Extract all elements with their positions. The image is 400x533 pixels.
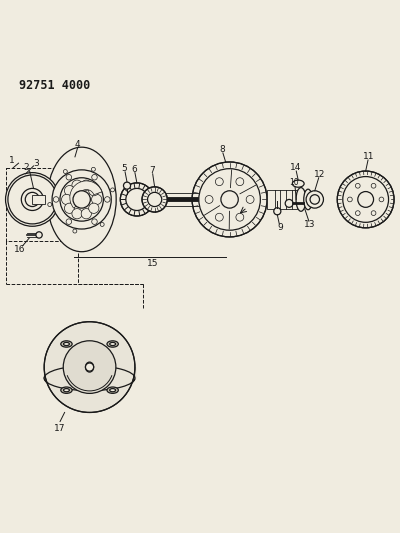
Circle shape bbox=[92, 195, 102, 205]
Ellipse shape bbox=[110, 342, 116, 345]
Circle shape bbox=[8, 175, 57, 224]
Text: 15: 15 bbox=[147, 259, 158, 268]
Circle shape bbox=[73, 229, 77, 233]
Circle shape bbox=[72, 208, 82, 219]
Circle shape bbox=[356, 211, 360, 215]
Text: 6: 6 bbox=[131, 165, 137, 174]
Circle shape bbox=[81, 208, 92, 219]
Circle shape bbox=[63, 341, 116, 393]
Circle shape bbox=[142, 187, 167, 212]
Circle shape bbox=[356, 183, 360, 188]
Circle shape bbox=[92, 174, 97, 180]
Circle shape bbox=[199, 168, 260, 230]
Ellipse shape bbox=[64, 389, 70, 392]
Circle shape bbox=[358, 191, 374, 207]
Ellipse shape bbox=[110, 389, 116, 392]
Text: 7: 7 bbox=[149, 166, 155, 175]
Text: 13: 13 bbox=[304, 220, 316, 229]
Text: 11: 11 bbox=[363, 152, 374, 161]
Circle shape bbox=[64, 203, 75, 213]
Circle shape bbox=[110, 188, 114, 192]
Circle shape bbox=[306, 191, 324, 208]
Circle shape bbox=[66, 219, 72, 224]
Text: 14: 14 bbox=[290, 163, 301, 172]
Circle shape bbox=[348, 197, 352, 202]
Ellipse shape bbox=[61, 341, 72, 347]
Circle shape bbox=[215, 177, 223, 185]
Ellipse shape bbox=[47, 147, 116, 252]
Circle shape bbox=[148, 192, 162, 207]
Text: 3: 3 bbox=[34, 159, 39, 168]
Circle shape bbox=[274, 208, 281, 215]
Circle shape bbox=[72, 180, 82, 190]
Circle shape bbox=[86, 363, 94, 371]
Ellipse shape bbox=[304, 189, 312, 209]
Text: 2: 2 bbox=[24, 163, 29, 172]
Circle shape bbox=[6, 173, 59, 227]
Circle shape bbox=[100, 222, 104, 227]
Circle shape bbox=[89, 203, 99, 213]
Ellipse shape bbox=[107, 341, 118, 347]
Circle shape bbox=[92, 167, 95, 171]
Ellipse shape bbox=[296, 188, 306, 211]
Circle shape bbox=[25, 192, 40, 207]
Circle shape bbox=[62, 195, 72, 205]
Ellipse shape bbox=[64, 342, 70, 345]
Circle shape bbox=[192, 162, 267, 237]
Circle shape bbox=[52, 170, 111, 229]
Circle shape bbox=[246, 196, 254, 204]
Circle shape bbox=[371, 211, 376, 215]
Circle shape bbox=[285, 199, 293, 207]
Circle shape bbox=[371, 183, 376, 188]
Circle shape bbox=[44, 322, 135, 413]
Ellipse shape bbox=[292, 180, 304, 187]
Text: 5: 5 bbox=[121, 164, 127, 173]
Circle shape bbox=[81, 180, 92, 190]
Circle shape bbox=[73, 191, 90, 208]
Circle shape bbox=[64, 185, 75, 196]
Circle shape bbox=[48, 203, 52, 206]
Circle shape bbox=[310, 195, 320, 204]
Circle shape bbox=[92, 219, 97, 224]
Circle shape bbox=[120, 183, 154, 216]
Circle shape bbox=[66, 174, 72, 180]
Text: 92751 4000: 92751 4000 bbox=[18, 79, 90, 92]
Text: 17: 17 bbox=[54, 424, 66, 433]
Text: 4: 4 bbox=[74, 140, 80, 149]
FancyBboxPatch shape bbox=[32, 195, 45, 204]
Text: 8: 8 bbox=[219, 146, 225, 154]
Circle shape bbox=[60, 177, 103, 221]
Ellipse shape bbox=[107, 387, 118, 393]
Circle shape bbox=[236, 213, 244, 221]
Text: 1: 1 bbox=[8, 156, 14, 165]
Circle shape bbox=[89, 185, 99, 196]
Circle shape bbox=[236, 177, 244, 185]
Circle shape bbox=[126, 188, 148, 211]
Circle shape bbox=[124, 182, 130, 189]
Circle shape bbox=[379, 197, 384, 202]
FancyBboxPatch shape bbox=[268, 190, 297, 209]
Circle shape bbox=[343, 176, 388, 222]
Circle shape bbox=[53, 197, 59, 202]
Ellipse shape bbox=[61, 387, 72, 393]
Text: 12: 12 bbox=[314, 170, 325, 179]
Circle shape bbox=[205, 196, 213, 204]
Text: 16: 16 bbox=[14, 245, 26, 254]
Ellipse shape bbox=[86, 362, 94, 372]
Circle shape bbox=[215, 213, 223, 221]
Circle shape bbox=[63, 169, 67, 174]
Circle shape bbox=[104, 197, 110, 202]
Wedge shape bbox=[70, 181, 102, 208]
Circle shape bbox=[221, 191, 238, 208]
Text: 9: 9 bbox=[278, 223, 283, 231]
Circle shape bbox=[337, 171, 394, 228]
Circle shape bbox=[36, 232, 42, 238]
Ellipse shape bbox=[44, 366, 135, 391]
Text: 10: 10 bbox=[290, 179, 299, 188]
Circle shape bbox=[21, 188, 44, 211]
